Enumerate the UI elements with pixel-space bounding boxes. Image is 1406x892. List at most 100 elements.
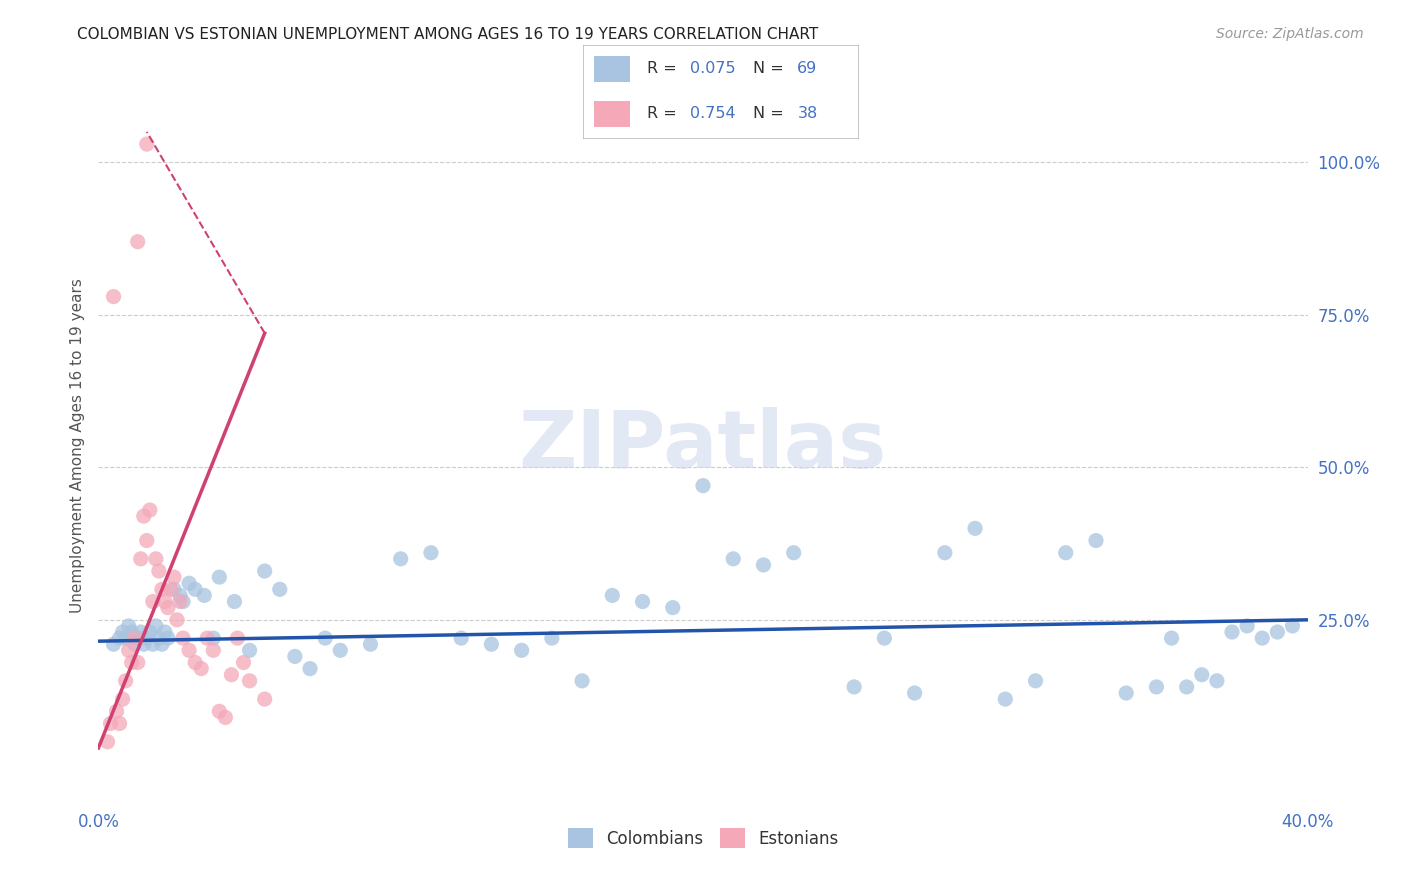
Point bbox=[208, 570, 231, 584]
Point bbox=[873, 631, 896, 645]
Point bbox=[108, 716, 131, 731]
Point bbox=[103, 637, 125, 651]
Point bbox=[150, 637, 173, 651]
Point bbox=[1024, 673, 1046, 688]
Point bbox=[153, 594, 176, 608]
Text: 0.075: 0.075 bbox=[690, 61, 737, 76]
FancyBboxPatch shape bbox=[595, 56, 630, 82]
Point bbox=[602, 589, 624, 603]
Point bbox=[239, 673, 262, 688]
Point bbox=[481, 637, 503, 651]
Point bbox=[160, 582, 183, 597]
Point bbox=[1251, 631, 1274, 645]
Point bbox=[994, 692, 1017, 706]
Point bbox=[190, 662, 212, 676]
Point bbox=[184, 656, 207, 670]
Point bbox=[184, 582, 207, 597]
Y-axis label: Unemployment Among Ages 16 to 19 years: Unemployment Among Ages 16 to 19 years bbox=[69, 278, 84, 614]
Point bbox=[108, 631, 131, 645]
Point bbox=[224, 594, 246, 608]
Text: 69: 69 bbox=[797, 61, 818, 76]
Point bbox=[145, 619, 167, 633]
Point bbox=[540, 631, 562, 645]
Point bbox=[253, 692, 276, 706]
Point bbox=[1281, 619, 1303, 633]
Text: 38: 38 bbox=[797, 106, 818, 121]
Point bbox=[96, 735, 118, 749]
Text: Source: ZipAtlas.com: Source: ZipAtlas.com bbox=[1216, 27, 1364, 41]
Point bbox=[299, 662, 322, 676]
Point bbox=[221, 667, 243, 681]
Point bbox=[118, 619, 141, 633]
Point bbox=[153, 625, 176, 640]
Point bbox=[129, 551, 152, 566]
Point bbox=[232, 656, 254, 670]
Point bbox=[214, 710, 236, 724]
Point bbox=[121, 625, 143, 640]
Point bbox=[510, 643, 533, 657]
Point bbox=[169, 594, 191, 608]
Point bbox=[179, 576, 201, 591]
Point bbox=[114, 631, 136, 645]
Point bbox=[172, 631, 194, 645]
Point bbox=[1191, 667, 1213, 681]
Point bbox=[965, 521, 987, 535]
Point bbox=[1144, 680, 1167, 694]
Point bbox=[127, 235, 149, 249]
Point bbox=[202, 643, 225, 657]
Point bbox=[135, 137, 157, 152]
Point bbox=[904, 686, 927, 700]
Point bbox=[420, 546, 443, 560]
Point bbox=[163, 570, 186, 584]
Point bbox=[127, 631, 149, 645]
Point bbox=[1220, 625, 1243, 640]
Point bbox=[129, 625, 152, 640]
Point bbox=[195, 631, 218, 645]
Point bbox=[208, 704, 231, 718]
Point bbox=[124, 631, 146, 645]
Point bbox=[1206, 673, 1229, 688]
Point bbox=[142, 594, 165, 608]
Point bbox=[156, 631, 179, 645]
Point bbox=[150, 582, 173, 597]
Text: N =: N = bbox=[754, 106, 789, 121]
Point bbox=[193, 589, 215, 603]
Text: R =: R = bbox=[647, 61, 682, 76]
Point bbox=[148, 564, 170, 578]
Point bbox=[139, 625, 162, 640]
Point bbox=[145, 551, 167, 566]
Point bbox=[111, 692, 134, 706]
Text: 0.754: 0.754 bbox=[690, 106, 737, 121]
Point bbox=[1236, 619, 1258, 633]
Legend: Colombians, Estonians: Colombians, Estonians bbox=[561, 822, 845, 855]
Point bbox=[135, 631, 157, 645]
FancyBboxPatch shape bbox=[595, 101, 630, 127]
Point bbox=[202, 631, 225, 645]
Point bbox=[1267, 625, 1289, 640]
Point bbox=[783, 546, 806, 560]
Point bbox=[284, 649, 307, 664]
Point bbox=[1054, 546, 1077, 560]
Point bbox=[269, 582, 291, 597]
Point bbox=[166, 613, 188, 627]
Point bbox=[156, 600, 179, 615]
Point bbox=[135, 533, 157, 548]
Point bbox=[139, 503, 162, 517]
Point bbox=[389, 551, 412, 566]
Point bbox=[103, 289, 125, 303]
Point bbox=[105, 704, 128, 718]
Point bbox=[142, 637, 165, 651]
Point bbox=[692, 478, 714, 492]
Point bbox=[314, 631, 336, 645]
Point bbox=[239, 643, 262, 657]
Text: COLOMBIAN VS ESTONIAN UNEMPLOYMENT AMONG AGES 16 TO 19 YEARS CORRELATION CHART: COLOMBIAN VS ESTONIAN UNEMPLOYMENT AMONG… bbox=[77, 27, 818, 42]
Point bbox=[450, 631, 472, 645]
Point bbox=[163, 582, 186, 597]
Point bbox=[329, 643, 352, 657]
Point bbox=[360, 637, 382, 651]
Point bbox=[169, 589, 191, 603]
Point bbox=[148, 631, 170, 645]
Point bbox=[1085, 533, 1108, 548]
Point bbox=[111, 625, 134, 640]
Point bbox=[631, 594, 654, 608]
